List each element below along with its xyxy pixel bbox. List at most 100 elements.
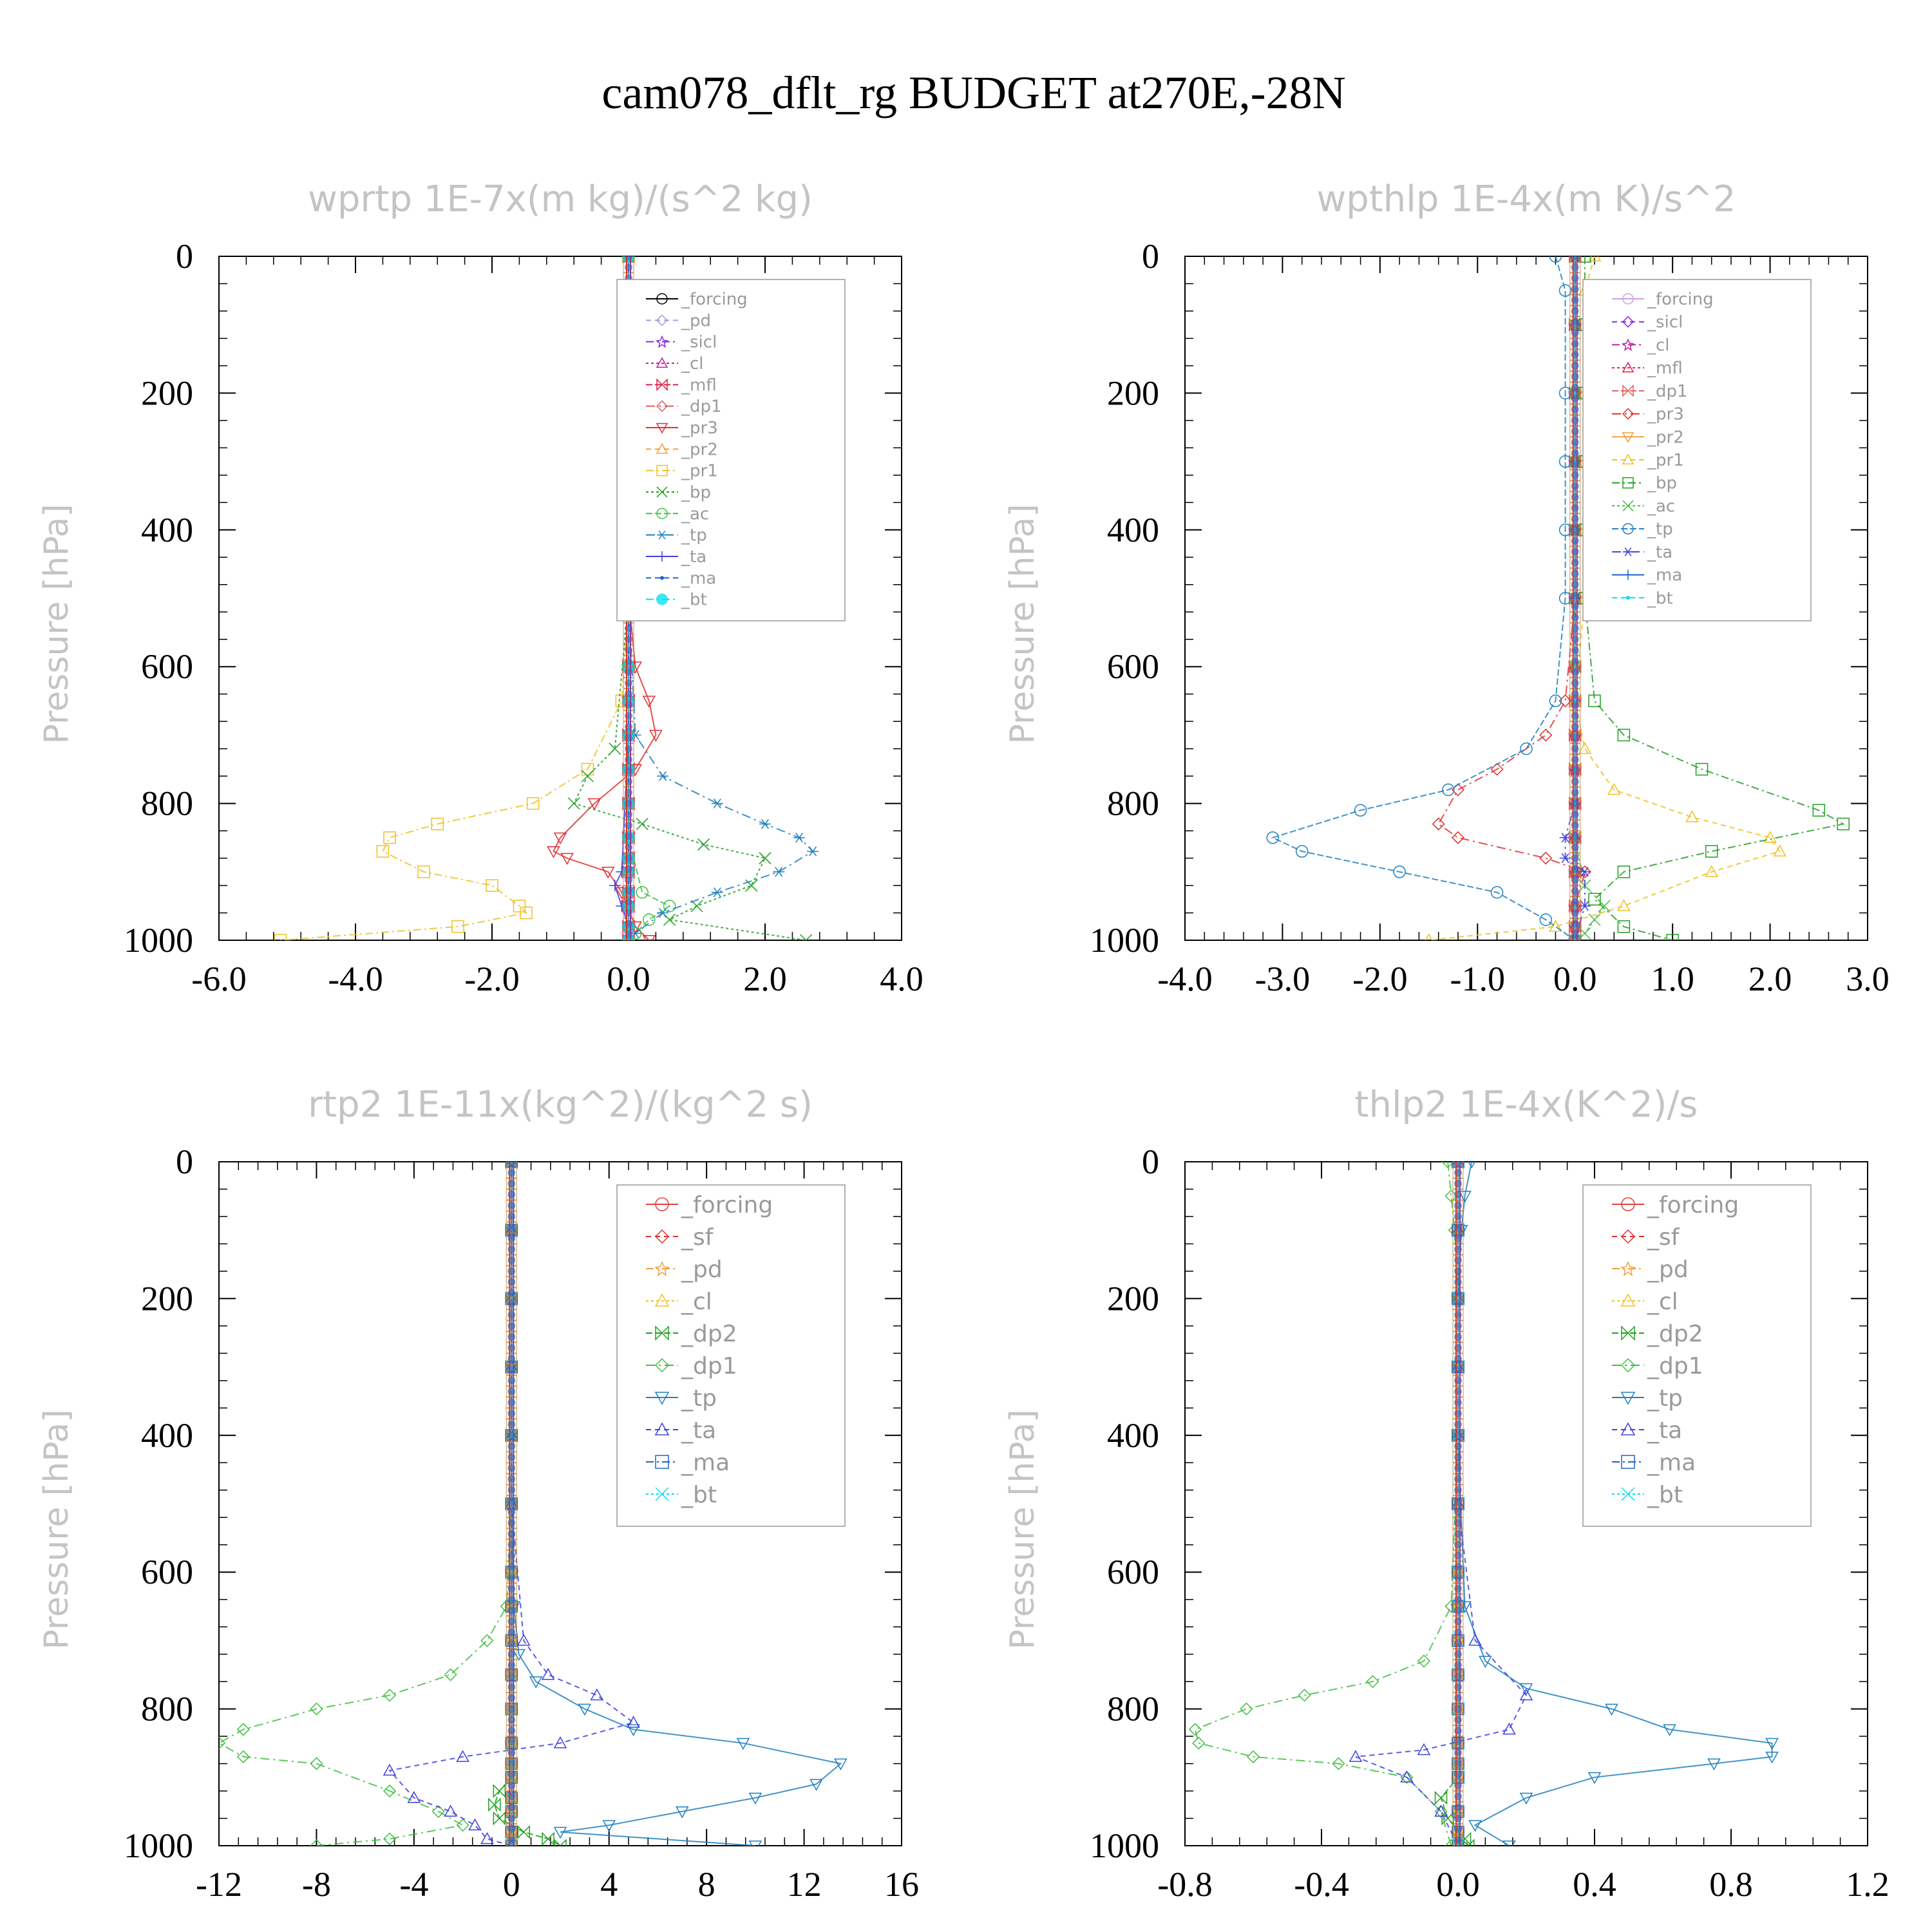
data-point [623, 261, 634, 273]
data-point [1452, 1375, 1464, 1387]
data-point [383, 1689, 397, 1702]
data-point [507, 1770, 516, 1779]
data-point [1569, 656, 1581, 667]
data-point [623, 841, 634, 853]
data-point [1571, 657, 1579, 665]
data-point [1366, 1675, 1379, 1689]
x-tick-label: -6.0 [191, 960, 246, 998]
y-tick-label: 400 [1107, 511, 1159, 549]
data-point [505, 1162, 518, 1168]
data-point [1452, 1768, 1464, 1781]
data-point [1462, 1839, 1475, 1846]
data-point [1452, 1364, 1464, 1376]
data-point [1295, 845, 1309, 858]
data-point [1452, 1189, 1464, 1200]
legend-label: _ta [681, 547, 706, 567]
data-point [1454, 1759, 1462, 1768]
data-point [1569, 688, 1581, 700]
data-point [493, 1784, 506, 1798]
data-point [759, 819, 771, 829]
legend-label: _dp2 [1647, 1321, 1703, 1347]
data-point [1452, 1747, 1464, 1759]
data-point [1454, 1245, 1462, 1253]
data-point [623, 754, 634, 766]
legend-label: _bp [681, 483, 711, 502]
x-tick-label: -0.8 [1157, 1865, 1212, 1904]
data-point [505, 1805, 518, 1818]
data-point [506, 1649, 517, 1660]
data-point [1569, 393, 1581, 404]
legend-label: _pr2 [681, 440, 718, 459]
x-tick-label: 2.0 [743, 960, 787, 998]
data-point [1569, 546, 1581, 558]
legend-item: _ma [646, 1450, 730, 1476]
legend-item: _sf [646, 1224, 714, 1251]
data-point [1452, 1167, 1464, 1179]
data-point [507, 1727, 516, 1735]
data-point [1617, 728, 1631, 742]
data-point [506, 1287, 517, 1299]
data-point [625, 909, 632, 917]
legend-label: _sf [681, 1224, 714, 1251]
series-line [219, 1162, 513, 1846]
data-point [506, 1200, 517, 1211]
data-point [506, 1430, 517, 1441]
y-tick-label: 600 [141, 647, 193, 686]
data-point [627, 1716, 640, 1728]
legend-item: _pr3 [1612, 405, 1684, 424]
data-point [1452, 1594, 1464, 1605]
data-point [1569, 557, 1581, 569]
data-point [1571, 547, 1579, 556]
data-point [1452, 1649, 1464, 1660]
data-point [1571, 317, 1579, 326]
data-point [1571, 887, 1579, 895]
data-point [1549, 256, 1562, 263]
data-point [625, 865, 632, 873]
data-point [1454, 1781, 1462, 1790]
legend-item: _forcing [646, 1192, 773, 1218]
legend-item: _bt [1612, 589, 1673, 608]
data-point [1425, 933, 1433, 940]
data-point [1571, 909, 1579, 917]
data-point [1569, 743, 1581, 755]
data-point [506, 1222, 517, 1233]
data-point [627, 1724, 640, 1737]
data-point [1571, 591, 1579, 600]
data-point [623, 765, 634, 777]
data-point [1452, 1790, 1464, 1803]
data-point [623, 808, 634, 820]
y-tick-label: 200 [141, 374, 193, 412]
data-point [1452, 1605, 1464, 1616]
legend-item: _ac [646, 504, 709, 524]
data-point [625, 263, 632, 271]
data-point [1569, 327, 1581, 339]
data-point [506, 1233, 517, 1244]
data-point [1559, 853, 1571, 864]
data-point [506, 1189, 517, 1200]
legend-item: _mfl [646, 375, 717, 395]
data-point [625, 755, 632, 764]
data-point [643, 913, 656, 926]
data-point [1569, 502, 1581, 514]
data-point [1454, 1738, 1462, 1746]
data-point [507, 1245, 516, 1253]
y-axis-label: Pressure [hPa] [1003, 1410, 1042, 1650]
data-point [1452, 1561, 1464, 1573]
plot-area [1188, 1162, 1779, 1846]
data-point [1569, 590, 1581, 601]
data-point [383, 1784, 397, 1798]
data-point [623, 797, 634, 810]
data-point [1569, 645, 1581, 656]
legend-label: _dp1 [1647, 382, 1688, 401]
data-point [1571, 256, 1579, 260]
data-point [1569, 874, 1581, 886]
data-point [1571, 602, 1579, 611]
legend-label: _bt [681, 1482, 717, 1508]
data-point [1571, 580, 1579, 589]
data-point [1452, 1692, 1464, 1704]
data-point [1454, 1332, 1462, 1341]
data-point [1452, 1386, 1464, 1397]
data-point [1452, 1517, 1464, 1529]
data-point [1571, 449, 1579, 457]
data-point [1452, 1757, 1464, 1770]
